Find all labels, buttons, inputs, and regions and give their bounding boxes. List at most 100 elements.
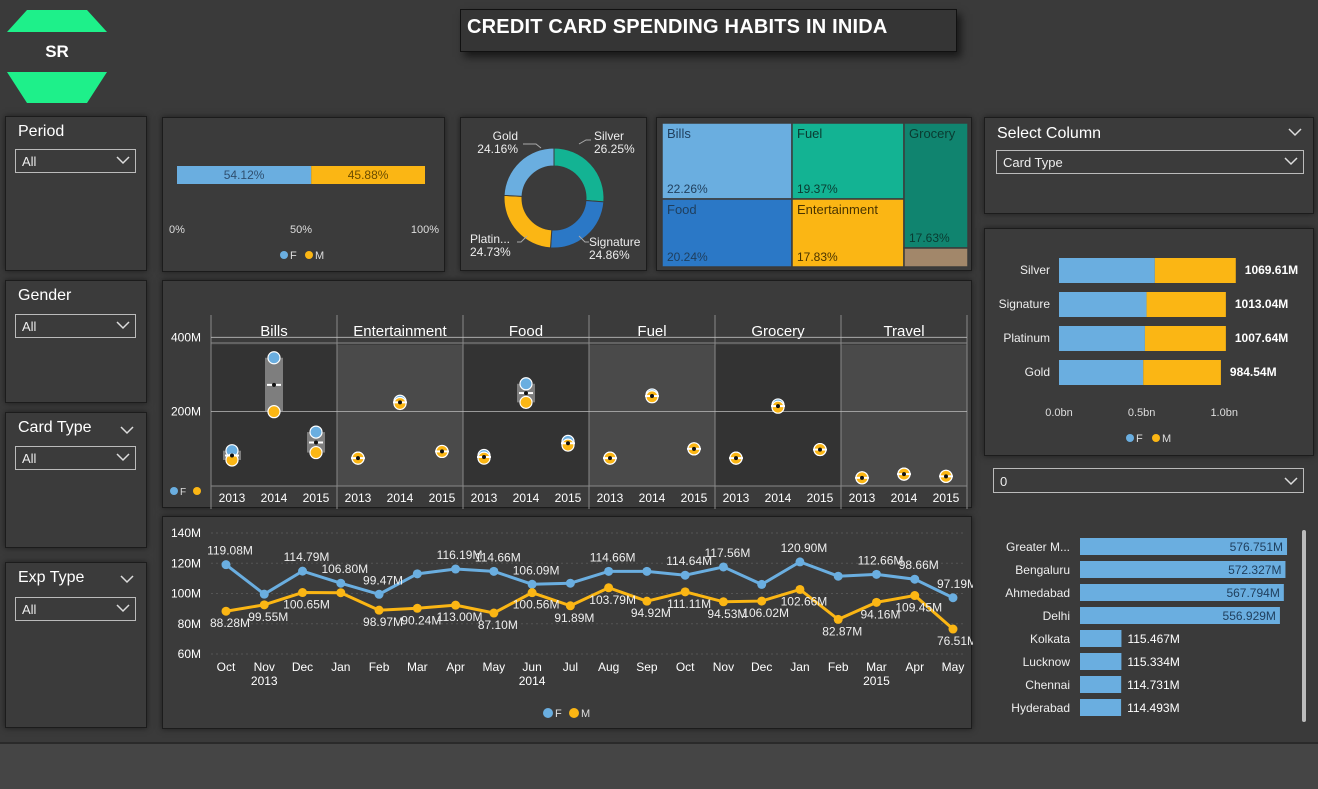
bar-male[interactable]: [1146, 292, 1226, 317]
series-point-f[interactable]: [910, 574, 920, 584]
city-bar[interactable]: [1080, 584, 1284, 601]
series-point-f[interactable]: [527, 579, 537, 589]
series-point-f[interactable]: [833, 571, 843, 581]
donut-slice-gold[interactable]: [503, 147, 555, 197]
data-label: 99.55M: [248, 610, 288, 624]
treemap-tile-other[interactable]: [903, 247, 969, 268]
point-female[interactable]: [519, 377, 533, 391]
city-bar[interactable]: [1080, 630, 1122, 647]
series-point-f[interactable]: [298, 566, 308, 576]
city-bar[interactable]: [1080, 607, 1280, 624]
city-bar[interactable]: [1080, 538, 1288, 555]
panel-bg: [589, 345, 715, 486]
select-column-dropdown-value: Card Type: [1003, 155, 1063, 170]
city-bar[interactable]: [1080, 653, 1122, 670]
chevron-down-icon[interactable]: [119, 571, 135, 587]
series-point-f[interactable]: [871, 569, 881, 579]
series-point-m[interactable]: [298, 588, 308, 598]
bar-female[interactable]: [1059, 360, 1144, 385]
chevron-down-icon[interactable]: [1287, 124, 1303, 140]
series-point-f[interactable]: [565, 578, 575, 588]
treemap-tile-fuel[interactable]: [791, 122, 905, 200]
city-bar[interactable]: [1080, 561, 1286, 578]
series-point-f[interactable]: [451, 564, 461, 574]
year-tick-label: 2015: [681, 491, 708, 505]
donut-slice-platin[interactable]: [503, 194, 553, 249]
panel-header: Food: [509, 323, 543, 340]
x-tick-label: Jan: [331, 660, 350, 674]
series-line-f[interactable]: [225, 560, 954, 600]
series-point-m[interactable]: [757, 596, 767, 606]
series-point-f[interactable]: [336, 578, 346, 588]
series-point-m[interactable]: [871, 597, 881, 607]
series-point-m[interactable]: [336, 588, 346, 598]
point-female[interactable]: [309, 425, 323, 439]
point-male[interactable]: [519, 395, 533, 409]
series-point-f[interactable]: [412, 569, 422, 579]
series-point-m[interactable]: [795, 584, 805, 594]
bar-male[interactable]: [1154, 258, 1236, 283]
exp-type-dropdown[interactable]: All: [15, 597, 136, 621]
series-point-f[interactable]: [680, 570, 690, 580]
x-tick-label: Sep: [636, 660, 658, 674]
series-point-m[interactable]: [259, 600, 269, 610]
series-point-f[interactable]: [259, 589, 269, 599]
bar-total-label: 1007.64M: [1235, 331, 1288, 345]
series-line-m[interactable]: [225, 586, 954, 631]
series-point-m[interactable]: [412, 603, 422, 613]
card-type-amount-chart: Silver 1069.61M Signature 1013.04M Platinum 1…: [984, 228, 1314, 456]
donut-slice-silver[interactable]: [553, 147, 605, 203]
series-point-m[interactable]: [565, 601, 575, 611]
select-column-dropdown[interactable]: Card Type: [996, 150, 1304, 174]
series-point-m[interactable]: [680, 587, 690, 597]
treemap-tile-bills[interactable]: [661, 122, 793, 200]
city-bar[interactable]: [1080, 699, 1122, 716]
series-point-f[interactable]: [221, 560, 231, 570]
city-filter-dropdown[interactable]: 0: [993, 468, 1304, 493]
series-point-m[interactable]: [948, 624, 958, 634]
city-bar[interactable]: [1080, 676, 1122, 693]
chevron-down-icon: [116, 453, 130, 462]
chevron-down-icon[interactable]: [119, 422, 135, 438]
series-point-m[interactable]: [374, 605, 384, 615]
period-dropdown[interactable]: All: [15, 149, 136, 173]
bar-male[interactable]: [1143, 360, 1221, 385]
city-label: Lucknow: [1023, 655, 1071, 669]
series-point-m[interactable]: [451, 600, 461, 610]
series-point-m[interactable]: [718, 597, 728, 607]
series-point-f[interactable]: [948, 593, 958, 603]
median-dot: [734, 456, 738, 461]
series-point-m[interactable]: [833, 614, 843, 624]
series-point-f[interactable]: [718, 562, 728, 572]
series-point-m[interactable]: [489, 608, 499, 618]
bar-female[interactable]: [177, 166, 312, 184]
series-point-m[interactable]: [642, 596, 652, 606]
scrollbar[interactable]: [1302, 530, 1306, 722]
treemap-tile-entertainment[interactable]: [791, 198, 905, 268]
gender-dropdown[interactable]: All: [15, 314, 136, 338]
point-male[interactable]: [309, 445, 323, 460]
series-point-f[interactable]: [374, 589, 384, 599]
series-point-m[interactable]: [527, 588, 537, 598]
city-bar-label: 556.929M: [1223, 609, 1276, 623]
y-tick-label: 80M: [178, 617, 201, 631]
series-point-f[interactable]: [642, 566, 652, 576]
bar-male[interactable]: [1144, 326, 1226, 351]
year-label: 2015: [863, 674, 890, 688]
card-type-dropdown[interactable]: All: [15, 446, 136, 470]
series-point-f[interactable]: [604, 566, 614, 576]
bar-female[interactable]: [1059, 292, 1147, 317]
series-point-f[interactable]: [795, 557, 805, 567]
series-point-m[interactable]: [221, 606, 231, 616]
point-female[interactable]: [267, 351, 281, 365]
treemap-tile-grocery[interactable]: [903, 122, 969, 249]
series-point-f[interactable]: [757, 579, 767, 589]
treemap-tile-food[interactable]: [661, 198, 793, 268]
bar-female[interactable]: [1059, 326, 1145, 351]
point-male[interactable]: [267, 405, 281, 419]
bar-male[interactable]: [311, 166, 425, 184]
series-point-m[interactable]: [910, 591, 920, 601]
series-point-m[interactable]: [604, 583, 614, 593]
bar-female[interactable]: [1059, 258, 1155, 283]
series-point-f[interactable]: [489, 566, 499, 576]
